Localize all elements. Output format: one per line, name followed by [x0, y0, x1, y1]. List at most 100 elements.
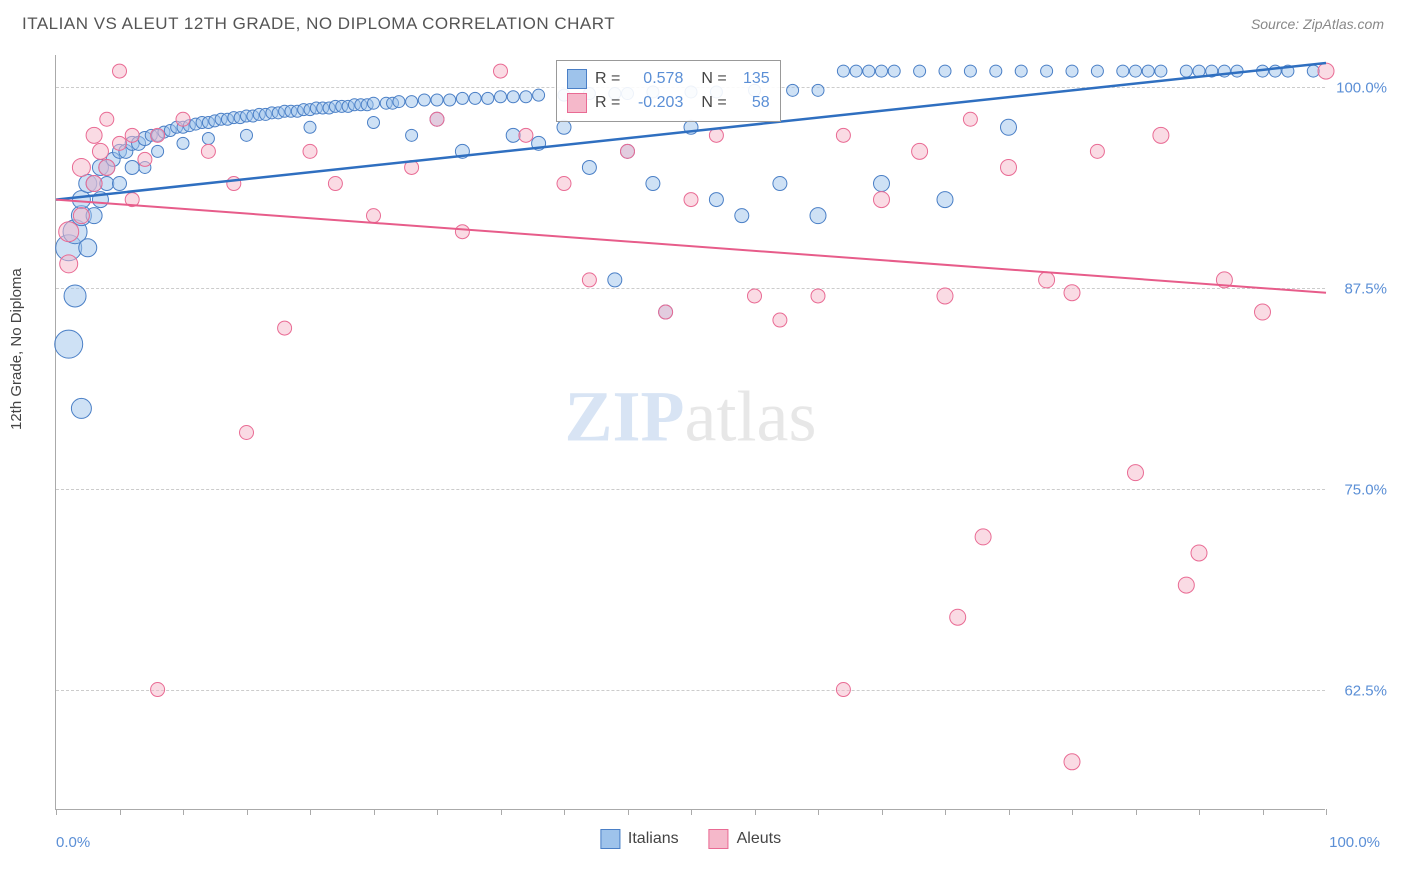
- data-point: [455, 225, 469, 239]
- data-point: [836, 128, 850, 142]
- data-point: [1117, 65, 1129, 77]
- data-point: [1130, 65, 1142, 77]
- data-point: [810, 208, 826, 224]
- y-tick-label: 62.5%: [1344, 682, 1387, 699]
- data-point: [113, 177, 127, 191]
- data-point: [582, 273, 596, 287]
- data-point: [304, 121, 316, 133]
- data-point: [1001, 159, 1017, 175]
- data-point: [55, 330, 83, 358]
- data-point: [456, 92, 468, 104]
- data-point: [72, 191, 90, 209]
- data-point: [914, 65, 926, 77]
- data-point: [1155, 65, 1167, 77]
- data-point: [1153, 127, 1169, 143]
- data-point: [863, 65, 875, 77]
- source-attribution: Source: ZipAtlas.com: [1251, 16, 1384, 32]
- data-point: [152, 145, 164, 157]
- data-point: [138, 152, 152, 166]
- data-point: [113, 136, 127, 150]
- data-point: [1039, 272, 1055, 288]
- data-point: [1091, 65, 1103, 77]
- chart-title: ITALIAN VS ALEUT 12TH GRADE, NO DIPLOMA …: [22, 14, 615, 34]
- data-point: [519, 128, 533, 142]
- n-value-italians: 135: [735, 70, 770, 88]
- data-point: [59, 222, 79, 242]
- data-point: [151, 683, 165, 697]
- source-link[interactable]: ZipAtlas.com: [1303, 16, 1384, 32]
- n-label: N =: [701, 94, 726, 112]
- data-point: [582, 160, 596, 174]
- data-point: [151, 128, 165, 142]
- data-point: [368, 97, 380, 109]
- data-point: [367, 209, 381, 223]
- data-point: [79, 239, 97, 257]
- source-prefix: Source:: [1251, 16, 1303, 32]
- data-point: [1178, 577, 1194, 593]
- data-point: [368, 116, 380, 128]
- data-point: [1191, 545, 1207, 561]
- data-point: [520, 91, 532, 103]
- y-tick-label: 75.0%: [1344, 481, 1387, 498]
- r-value-italians: 0.578: [628, 70, 683, 88]
- data-point: [73, 208, 89, 224]
- data-point: [735, 209, 749, 223]
- data-point: [773, 313, 787, 327]
- data-point: [1064, 285, 1080, 301]
- data-point: [837, 65, 849, 77]
- data-point: [430, 112, 444, 126]
- data-point: [278, 321, 292, 335]
- regression-line: [56, 200, 1326, 293]
- data-point: [939, 65, 951, 77]
- y-tick-label: 100.0%: [1336, 80, 1387, 97]
- swatch-italians: [567, 69, 587, 89]
- data-point: [64, 285, 86, 307]
- data-point: [1041, 65, 1053, 77]
- data-point: [494, 64, 508, 78]
- data-point: [469, 92, 481, 104]
- data-point: [621, 144, 635, 158]
- y-tick-label: 87.5%: [1344, 280, 1387, 297]
- data-point: [1180, 65, 1192, 77]
- data-point: [418, 94, 430, 106]
- data-point: [202, 133, 214, 145]
- data-point: [92, 143, 108, 159]
- data-point: [874, 176, 890, 192]
- data-point: [176, 112, 190, 126]
- legend-label-aleuts: Aleuts: [737, 830, 781, 848]
- data-point: [608, 273, 622, 287]
- data-point: [241, 129, 253, 141]
- data-point: [482, 92, 494, 104]
- data-point: [113, 64, 127, 78]
- n-label: N =: [701, 70, 726, 88]
- data-point: [60, 255, 78, 273]
- data-point: [975, 529, 991, 545]
- data-point: [709, 193, 723, 207]
- scatter-chart: 62.5%75.0%87.5%100.0% ZIPatlas R = 0.578…: [55, 55, 1325, 810]
- data-point: [659, 305, 673, 319]
- data-point: [812, 84, 824, 96]
- stats-row-italians: R = 0.578 N = 135: [567, 67, 770, 91]
- data-point: [444, 94, 456, 106]
- data-point: [406, 129, 418, 141]
- data-point: [507, 91, 519, 103]
- data-point: [495, 91, 507, 103]
- data-point: [1255, 304, 1271, 320]
- n-value-aleuts: 58: [735, 94, 770, 112]
- x-axis-max-label: 100.0%: [1329, 834, 1380, 851]
- data-point: [888, 65, 900, 77]
- data-point: [99, 159, 115, 175]
- chart-header: ITALIAN VS ALEUT 12TH GRADE, NO DIPLOMA …: [0, 0, 1406, 42]
- data-point: [964, 65, 976, 77]
- data-point: [100, 112, 114, 126]
- data-point: [177, 137, 189, 149]
- data-point: [201, 144, 215, 158]
- legend-item-italians: Italians: [600, 829, 679, 849]
- data-point: [937, 288, 953, 304]
- data-point: [773, 177, 787, 191]
- data-point: [836, 683, 850, 697]
- data-point: [72, 158, 90, 176]
- data-point: [506, 128, 520, 142]
- r-label: R =: [595, 94, 620, 112]
- data-point: [328, 177, 342, 191]
